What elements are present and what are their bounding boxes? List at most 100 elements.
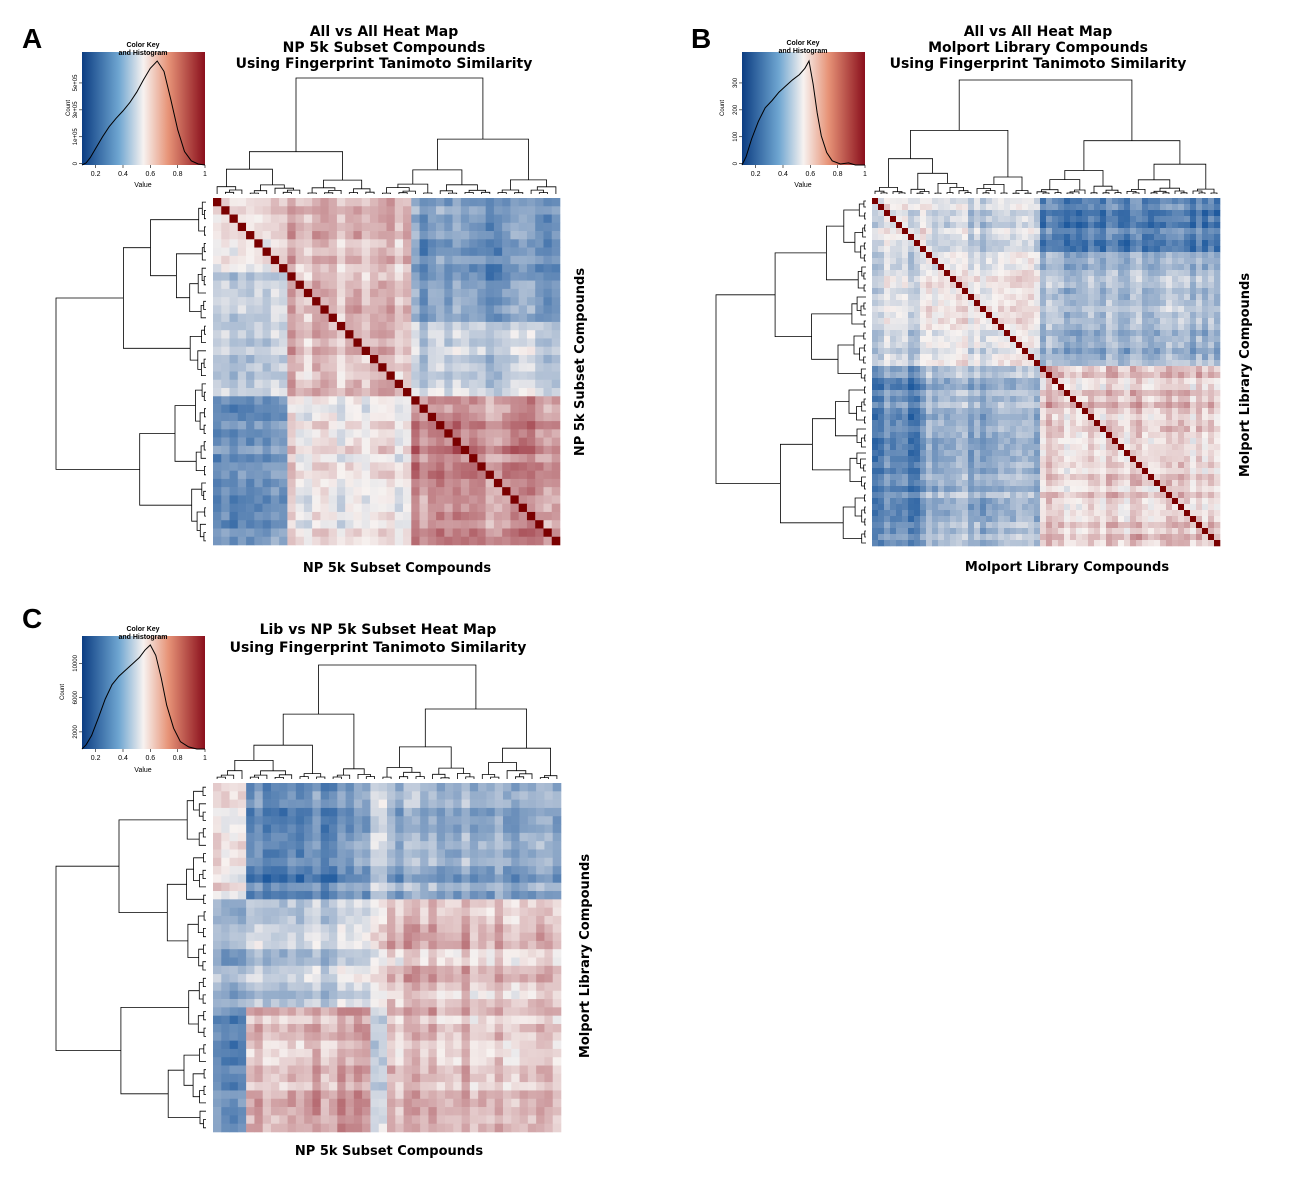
heatmap-cell (485, 231, 495, 240)
heatmap-cell (1088, 420, 1095, 427)
heatmap-cell (336, 520, 346, 529)
heatmap-cell (986, 522, 993, 529)
heatmap-cell (1046, 402, 1053, 409)
heatmap-cell (543, 503, 553, 513)
heatmap-cell (1178, 276, 1185, 283)
heatmap-cell (1190, 498, 1197, 505)
heatmap-cell (992, 438, 999, 445)
heatmap-cell (345, 338, 354, 348)
heatmap-cell (1160, 438, 1167, 445)
heatmap-cell (1136, 372, 1143, 379)
heatmap-cell (1004, 306, 1011, 313)
heatmap-cell (427, 454, 437, 463)
heatmap-cell (436, 346, 445, 356)
heatmap-cell (974, 354, 981, 361)
heatmap-cell (336, 255, 346, 265)
heatmap-cell (469, 454, 478, 463)
heatmap-cell (1214, 306, 1221, 313)
heatmap-cell (1052, 258, 1059, 265)
heatmap-cell (1034, 504, 1041, 511)
heatmap-cell (1076, 330, 1083, 337)
heatmap-cell (336, 396, 346, 405)
heatmap-cell (303, 346, 313, 356)
heatmap-cell (1160, 456, 1167, 463)
heatmap-cell (1004, 510, 1011, 517)
heatmap-cell (1130, 270, 1137, 277)
heatmap-cell (1088, 378, 1095, 385)
heatmap-cell (1130, 516, 1137, 523)
heatmap-cell (535, 288, 544, 298)
heatmap-cell (287, 536, 296, 546)
heatmap-cell (279, 231, 288, 240)
heatmap-cell (369, 264, 379, 273)
heatmap-cell (1022, 228, 1029, 235)
heatmap-cell (353, 487, 363, 496)
heatmap-cell (1070, 306, 1077, 313)
heatmap-cell (1052, 516, 1059, 523)
heatmap-cell (353, 313, 363, 323)
heatmap-cell (213, 255, 222, 265)
heatmap-cell (1088, 342, 1095, 349)
heatmap-cell (551, 338, 561, 348)
heatmap-cell (992, 270, 999, 277)
heatmap-cell (902, 510, 909, 517)
heatmap-cell (1154, 378, 1161, 385)
heatmap-cell (944, 300, 951, 307)
heatmap-cell (968, 252, 975, 259)
heatmap-cell (1124, 354, 1131, 361)
heatmap-cell (908, 354, 915, 361)
heatmap-cell (361, 297, 371, 306)
heatmap-cell (1076, 456, 1083, 463)
heatmap-cell (1106, 342, 1113, 349)
heatmap-cell (460, 511, 470, 521)
heatmap-cell (254, 421, 263, 430)
heatmap-cell (493, 429, 503, 438)
heatmap-cell (986, 492, 993, 499)
heatmap-cell (246, 437, 255, 447)
heatmap-cell (1130, 492, 1137, 499)
heatmap-cell (1112, 288, 1119, 295)
heatmap-cell (998, 282, 1005, 289)
heatmap-cell (336, 280, 346, 290)
heatmap-cell (279, 503, 288, 513)
heatmap-cell (1118, 312, 1125, 319)
heatmap-cell (1022, 270, 1029, 277)
heatmap-cell (1016, 240, 1023, 247)
heatmap-cell (1178, 288, 1185, 295)
heatmap-cell (1028, 498, 1035, 505)
heatmap-cell (980, 420, 987, 427)
heatmap-cell (221, 520, 230, 529)
heatmap-cell (884, 330, 891, 337)
heatmap-cell (1046, 234, 1053, 241)
heatmap-cell (369, 470, 379, 480)
heatmap-cell (1082, 420, 1089, 427)
heatmap-cell (279, 338, 288, 348)
heatmap-cell (287, 305, 296, 314)
heatmap-cell (1040, 408, 1047, 415)
heatmap-cell (336, 239, 346, 248)
heatmap-cell (1064, 372, 1071, 379)
heatmap-cell (920, 210, 927, 217)
heatmap-cell (1064, 348, 1071, 355)
heatmap-cell (1052, 336, 1059, 343)
heatmap-cell (920, 486, 927, 493)
heatmap-cell (1202, 210, 1209, 217)
heatmap-cell (1094, 282, 1101, 289)
heatmap-cell (890, 222, 897, 229)
heatmap-cell (1112, 252, 1119, 259)
heatmap-cell (1058, 252, 1065, 259)
heatmap-cell (1076, 222, 1083, 229)
heatmap-cell (1184, 390, 1191, 397)
heatmap-cell (312, 330, 321, 339)
heatmap-cell (1046, 228, 1053, 235)
heatmap-cell (926, 234, 933, 241)
heatmap-cell (1184, 288, 1191, 295)
heatmap-cell (1064, 270, 1071, 277)
heatmap-cell (287, 354, 296, 364)
heatmap-cell (1022, 234, 1029, 241)
heatmap-cell (477, 388, 486, 397)
heatmap-cell (908, 462, 915, 469)
heatmap-cell (890, 234, 897, 241)
heatmap-cell (1052, 414, 1059, 421)
heatmap-cell (535, 495, 544, 504)
